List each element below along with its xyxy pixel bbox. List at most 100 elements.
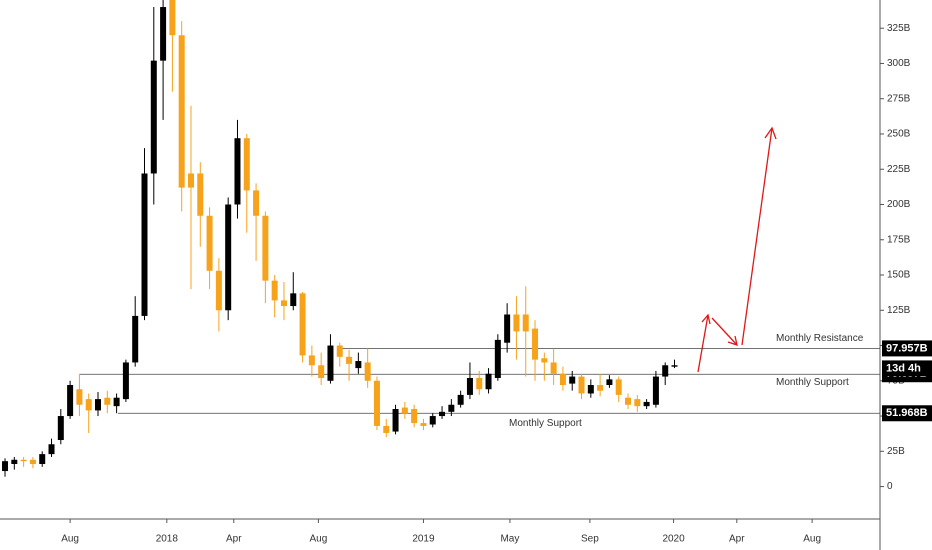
candle-body — [671, 365, 678, 367]
candle-body — [420, 423, 427, 426]
candle-body — [215, 270, 222, 311]
candle-body — [85, 399, 92, 411]
candle-body — [383, 425, 390, 433]
x-tick-label: 2019 — [412, 534, 435, 545]
candle-body — [355, 361, 362, 369]
candle-body — [643, 401, 650, 407]
candle-body — [392, 408, 399, 432]
annotation: Monthly Support — [776, 377, 849, 388]
y-tick-label: 300B — [887, 58, 911, 69]
x-tick-label: Sep — [581, 534, 599, 545]
y-tick-label: 325B — [887, 23, 911, 34]
candle-body — [411, 408, 418, 424]
candle-body — [513, 314, 520, 332]
candle-body — [448, 404, 455, 412]
candle-body — [625, 397, 632, 405]
candle-body — [122, 362, 129, 400]
candle-body — [67, 385, 74, 417]
candle-body — [29, 459, 36, 464]
candle-body — [141, 173, 148, 316]
candle-body — [187, 173, 194, 188]
candle-body — [559, 373, 566, 386]
candle-body — [597, 385, 604, 391]
candle-body — [150, 60, 157, 174]
candle-body — [253, 190, 260, 216]
x-tick-label: Aug — [61, 534, 79, 545]
candle-body — [439, 411, 446, 417]
x-tick-label: Apr — [226, 534, 242, 545]
candle-body — [2, 461, 9, 472]
candle-body — [373, 380, 380, 426]
candle-body — [197, 173, 204, 216]
candle-body — [578, 376, 585, 394]
candle-body — [532, 328, 539, 360]
x-tick-label: Apr — [729, 534, 745, 545]
candle-body — [606, 379, 613, 386]
candle-body — [429, 416, 436, 425]
y-tick-label: 125B — [887, 305, 911, 316]
candle-body — [76, 389, 83, 405]
candle-body — [20, 459, 27, 462]
candle-body — [494, 339, 501, 378]
y-tick-label: 25B — [887, 446, 905, 457]
arrow — [741, 127, 773, 346]
candle-body — [457, 394, 464, 405]
candle-body — [113, 397, 120, 407]
candle-body — [48, 444, 55, 455]
x-tick-label: 2020 — [662, 534, 685, 545]
arrowhead — [727, 335, 738, 346]
candle-body — [11, 459, 18, 464]
candle-body — [299, 293, 306, 356]
candle-body — [336, 345, 343, 357]
projection-arrows — [697, 126, 777, 373]
arrowhead — [764, 126, 777, 140]
x-tick-label: 2018 — [156, 534, 179, 545]
candle-body — [522, 314, 529, 332]
y-tick-label: 0 — [887, 481, 893, 492]
candle-body — [262, 215, 269, 281]
candle-body — [550, 362, 557, 374]
candle-body — [234, 138, 241, 205]
y-tick-label: 225B — [887, 164, 911, 175]
annotation: Monthly Resistance — [776, 333, 864, 344]
candle-body — [206, 215, 213, 271]
price-label: 97.957B — [886, 342, 928, 354]
y-tick-label: 150B — [887, 270, 911, 281]
candle-body — [160, 7, 167, 61]
candle-body — [485, 373, 492, 390]
candle-body — [57, 416, 64, 441]
candle-body — [476, 377, 483, 390]
candle-body — [401, 407, 408, 414]
candle-body — [178, 35, 185, 188]
candle-body — [95, 399, 102, 411]
candle-body — [225, 204, 232, 311]
x-tick-label: May — [500, 534, 519, 545]
price-label-box — [882, 405, 932, 422]
candle-body — [280, 300, 287, 307]
candle-body — [652, 376, 659, 405]
candle-body — [364, 362, 371, 381]
countdown-box — [882, 360, 932, 377]
price-label: 51.968B — [886, 407, 928, 419]
y-tick-label: 250B — [887, 129, 911, 140]
candle-body — [243, 138, 250, 191]
y-tick-label: 275B — [887, 93, 911, 104]
candle-body — [662, 365, 669, 377]
candle-body — [615, 379, 622, 395]
arrow — [711, 317, 738, 346]
y-tick-label: 175B — [887, 234, 911, 245]
candle-body — [39, 454, 46, 464]
arrow — [697, 314, 709, 373]
candle-body — [308, 355, 315, 366]
candle-body — [587, 385, 594, 394]
y-tick-label: 200B — [887, 199, 911, 210]
candle-body — [466, 377, 473, 395]
candle-body — [569, 376, 576, 384]
annotation: Monthly Support — [509, 418, 582, 429]
candle-body — [132, 315, 139, 363]
candle-body — [634, 399, 641, 407]
candle-body — [541, 358, 548, 363]
countdown: 13d 4h — [886, 362, 921, 374]
